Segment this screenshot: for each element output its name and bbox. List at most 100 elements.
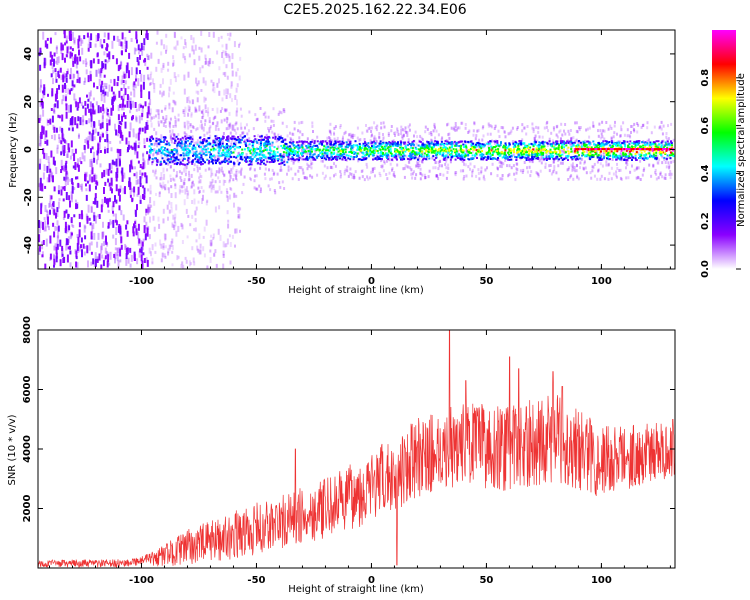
spectrogram-cell bbox=[558, 130, 561, 134]
spectrogram-cell bbox=[374, 148, 377, 151]
spectrogram-cell bbox=[460, 150, 463, 153]
spectrogram-cell bbox=[83, 144, 86, 150]
spectrogram-cell bbox=[382, 136, 385, 140]
spectrogram-cell bbox=[329, 166, 332, 169]
spectrogram-cell bbox=[56, 243, 59, 250]
spectrogram-cell bbox=[538, 144, 541, 147]
spectrogram-cell bbox=[170, 193, 173, 198]
spectrogram-cell bbox=[222, 150, 225, 153]
spectrogram-cell bbox=[505, 154, 507, 157]
spectrogram-cell bbox=[175, 138, 178, 143]
spectrogram-cell bbox=[54, 60, 57, 64]
spectrogram-cell bbox=[66, 172, 69, 180]
spectrogram-cell bbox=[114, 123, 116, 131]
spectrogram-cell bbox=[157, 109, 160, 116]
spectrogram-cell bbox=[97, 155, 99, 161]
spectrogram-cell bbox=[76, 163, 79, 168]
spectrogram-cell bbox=[498, 145, 501, 148]
spectrogram-cell bbox=[324, 140, 327, 143]
spectrogram-cell bbox=[496, 174, 499, 178]
spectrogram-cell bbox=[535, 151, 538, 154]
spectrogram-cell bbox=[96, 200, 99, 208]
spectrogram-cell bbox=[660, 141, 663, 144]
spectrogram-cell bbox=[164, 143, 167, 146]
spectrogram-cell bbox=[222, 57, 225, 64]
spectrogram-cell bbox=[522, 147, 525, 150]
spectrogram-cell bbox=[606, 157, 608, 160]
spectrogram-cell bbox=[263, 172, 266, 176]
spectrogram-cell bbox=[434, 148, 437, 151]
spectrogram-cell bbox=[61, 132, 64, 140]
spectrogram-cell bbox=[491, 139, 493, 143]
spectrogram-cell bbox=[437, 161, 440, 164]
spectrogram-cell bbox=[230, 188, 233, 191]
spectrogram-cell bbox=[475, 134, 478, 138]
spectrogram-cell bbox=[133, 223, 135, 227]
spectrogram-cell bbox=[555, 151, 558, 153]
spectrogram-cell bbox=[187, 148, 190, 151]
spectrogram-cell bbox=[78, 133, 80, 138]
spectrogram-cell bbox=[454, 122, 457, 125]
spectrogram-cell bbox=[333, 146, 336, 149]
spectrogram-cell bbox=[107, 209, 110, 213]
spectrogram-cell bbox=[218, 66, 221, 71]
spectrogram-cell bbox=[167, 61, 170, 66]
spectrogram-cell bbox=[124, 243, 127, 250]
spectrogram-cell bbox=[119, 128, 122, 132]
spectrogram-cell bbox=[96, 150, 99, 156]
spectrogram-cell bbox=[52, 109, 55, 114]
spectrogram-cell bbox=[216, 140, 218, 146]
spectrogram-cell bbox=[113, 78, 116, 86]
spectrogram-cell bbox=[220, 119, 223, 124]
spectrogram-cell bbox=[149, 151, 152, 154]
spectrogram-cell bbox=[258, 184, 261, 188]
spectrogram-cell bbox=[348, 138, 351, 142]
spectrogram-cell bbox=[235, 194, 238, 198]
spectrogram-cell bbox=[84, 173, 87, 182]
spectrogram-cell bbox=[170, 160, 173, 164]
spectrogram-cell bbox=[185, 208, 188, 214]
spectrogram-cell bbox=[297, 152, 300, 155]
spectrogram-cell bbox=[176, 163, 178, 166]
spectrogram-cell bbox=[190, 129, 193, 133]
spectrogram-cell bbox=[277, 112, 280, 116]
spectrogram-cell bbox=[473, 148, 475, 151]
spectrogram-cell bbox=[612, 135, 615, 139]
spectrogram-cell bbox=[668, 145, 671, 148]
spectrogram-cell bbox=[615, 173, 617, 177]
spectrogram-cell bbox=[499, 160, 502, 164]
spectrogram-cell bbox=[144, 101, 147, 107]
spectrogram-cell bbox=[43, 57, 46, 66]
spectrogram-cell bbox=[415, 148, 418, 150]
spectrogram-cell bbox=[301, 142, 304, 145]
spectrogram-cell bbox=[435, 174, 438, 177]
spectrogram-cell bbox=[219, 154, 222, 157]
spectrogram-cell bbox=[378, 132, 381, 135]
spectrogram-cell bbox=[190, 173, 193, 178]
spectrogram-cell bbox=[633, 168, 636, 172]
spectrogram-cell bbox=[91, 224, 94, 232]
spectrogram-cell bbox=[508, 158, 511, 161]
spectrogram-cell bbox=[196, 149, 198, 153]
spectrogram-cell bbox=[45, 130, 48, 138]
spectrogram-cell bbox=[506, 151, 509, 154]
spectrogram-cell bbox=[416, 135, 419, 139]
spectrogram-cell bbox=[213, 116, 216, 119]
spectrogram-cell bbox=[551, 139, 554, 143]
spectrogram-cell bbox=[149, 138, 151, 141]
spectrogram-cell bbox=[297, 169, 300, 173]
spectrogram-cell bbox=[77, 164, 80, 172]
spectrogram-cell bbox=[129, 164, 132, 173]
spectrogram-cell bbox=[624, 145, 627, 148]
spectrogram-cell bbox=[165, 115, 168, 120]
spectrogram-cell bbox=[97, 105, 100, 114]
spectrogram-cell bbox=[221, 107, 224, 111]
spectrogram-cell bbox=[378, 144, 381, 146]
spectrogram-cell bbox=[601, 120, 604, 124]
spectrogram-cell bbox=[290, 167, 293, 171]
spectrogram-cell bbox=[117, 76, 120, 82]
spectrogram-cell bbox=[200, 186, 203, 190]
spectrogram-cell bbox=[317, 154, 320, 156]
spectrogram-cell bbox=[405, 148, 408, 151]
spectrogram-cell bbox=[188, 53, 191, 58]
